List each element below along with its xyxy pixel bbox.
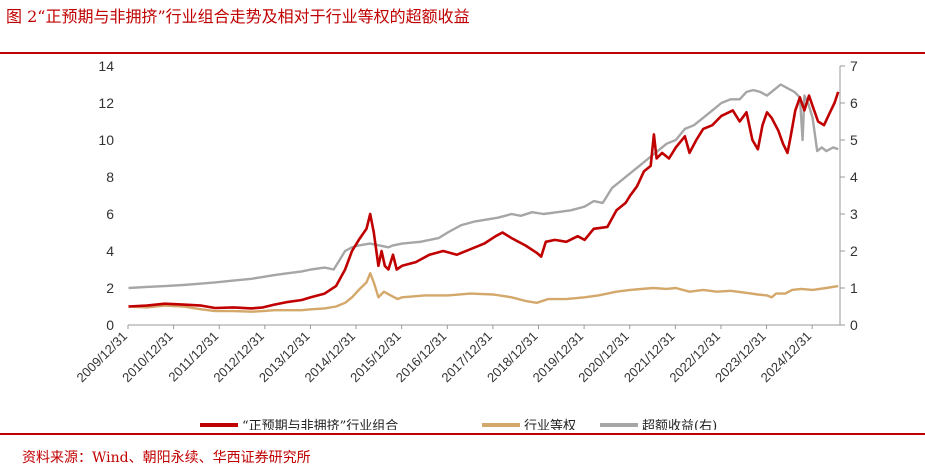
- left-y-tick-label: 8: [106, 169, 114, 185]
- chart-axes: 02468101214012345672009/12/312010/12/312…: [73, 58, 858, 385]
- chart-series-lines: [128, 83, 840, 313]
- right-y-tick-label: 0: [850, 317, 858, 333]
- left-y-tick-label: 6: [106, 206, 114, 222]
- left-y-tick-label: 0: [106, 317, 114, 333]
- right-y-tick-label: 4: [850, 169, 858, 185]
- series-line-1: [128, 272, 839, 313]
- legend-label-2: 超额收益(右): [642, 419, 717, 430]
- line-chart: 02468101214012345672009/12/312010/12/312…: [73, 58, 858, 430]
- left-y-tick-label: 4: [106, 243, 114, 259]
- left-y-tick-label: 2: [106, 280, 114, 296]
- right-y-tick-label: 3: [850, 206, 858, 222]
- figure-title: 图 2“正预期与非拥挤”行业组合走势及相对于行业等权的超额收益: [6, 7, 470, 26]
- bottom-divider: [0, 433, 925, 435]
- chart-legend: “正预期与非拥挤”行业组合 行业等权 超额收益(右): [200, 418, 717, 430]
- right-y-tick-label: 2: [850, 243, 858, 259]
- left-y-tick-label: 10: [98, 132, 114, 148]
- series-line-2: [128, 83, 839, 290]
- right-y-tick-label: 7: [850, 58, 858, 74]
- top-divider: [0, 52, 925, 54]
- source-note: 资料来源：Wind、朝阳永续、华西证券研究所: [22, 450, 311, 466]
- legend-label-1: 行业等权: [524, 418, 576, 430]
- left-y-tick-label: 12: [98, 95, 114, 111]
- right-y-tick-label: 1: [850, 280, 858, 296]
- series-line-0: [128, 91, 840, 310]
- left-y-tick-label: 14: [98, 58, 114, 74]
- right-y-tick-label: 5: [850, 132, 858, 148]
- right-y-tick-label: 6: [850, 95, 858, 111]
- legend-label-0: “正预期与非拥挤”行业组合: [242, 419, 398, 430]
